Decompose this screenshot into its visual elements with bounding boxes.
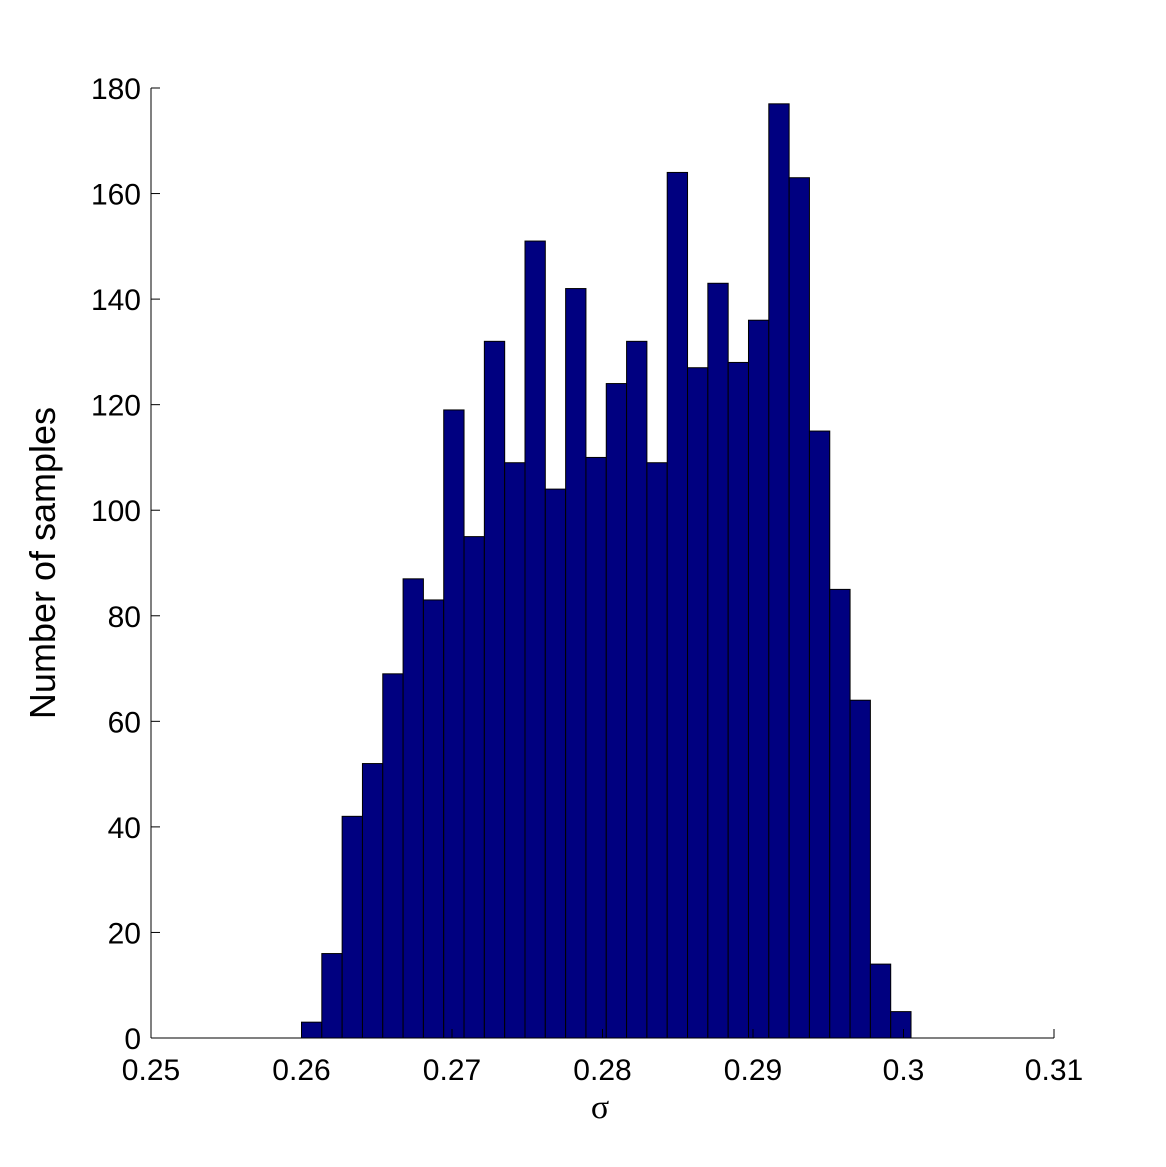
bar — [301, 1021, 323, 1039]
bar — [707, 282, 729, 1039]
y-tick-label: 20 — [108, 917, 141, 950]
bar — [869, 963, 892, 1039]
bar — [727, 361, 749, 1039]
y-tick-label: 120 — [91, 390, 141, 423]
bar — [890, 1011, 912, 1039]
bar — [605, 383, 628, 1039]
bar — [524, 240, 546, 1039]
bar — [626, 340, 648, 1039]
bar — [382, 673, 404, 1039]
bar — [808, 430, 831, 1039]
x-tick-label: 0.27 — [423, 1054, 481, 1087]
bar — [585, 456, 607, 1039]
bar — [341, 815, 363, 1039]
bar — [422, 599, 445, 1039]
bar — [849, 699, 871, 1039]
x-tick-label: 0.3 — [883, 1054, 925, 1087]
bar — [687, 367, 709, 1039]
bar — [483, 340, 506, 1039]
bar — [463, 536, 485, 1039]
x-tick-label: 0.26 — [272, 1054, 330, 1087]
y-tick-label: 80 — [108, 601, 141, 634]
bar — [666, 171, 689, 1039]
y-tick-label: 180 — [91, 73, 141, 106]
y-tick-label: 40 — [108, 812, 141, 845]
x-tick-label: 0.25 — [122, 1054, 180, 1087]
bar — [747, 319, 770, 1039]
y-tick-label: 0 — [124, 1023, 141, 1056]
x-tick-label: 0.29 — [724, 1054, 782, 1087]
y-tick-label: 140 — [91, 284, 141, 317]
bar — [646, 462, 668, 1039]
bar — [788, 177, 810, 1039]
x-axis-label: σ — [591, 1089, 609, 1126]
bar — [321, 953, 343, 1039]
bar — [402, 578, 424, 1039]
y-axis-label: Number of samples — [22, 407, 63, 719]
bar — [565, 288, 587, 1039]
bar — [361, 763, 384, 1039]
y-tick-label: 100 — [91, 495, 141, 528]
bar — [544, 488, 567, 1039]
x-tick-label: 0.31 — [1025, 1054, 1083, 1087]
x-tick-label: 0.28 — [573, 1054, 631, 1087]
bar — [443, 409, 465, 1039]
bar — [504, 462, 526, 1039]
y-tick-label: 60 — [108, 706, 141, 739]
bar — [829, 588, 851, 1039]
y-tick-label: 160 — [91, 179, 141, 212]
bar — [768, 103, 790, 1039]
